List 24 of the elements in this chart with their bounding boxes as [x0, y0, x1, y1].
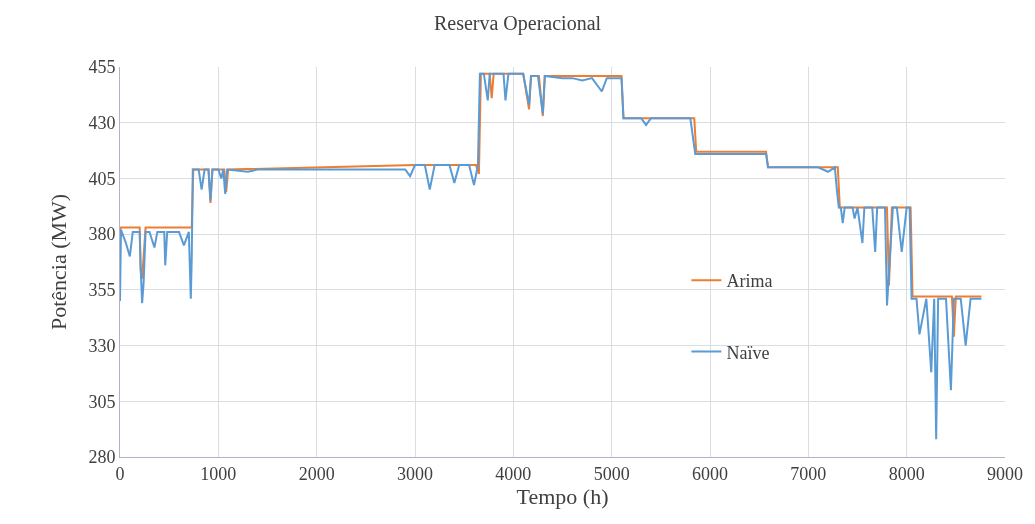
chart-title: Reserva Operacional [433, 11, 602, 35]
y-tick-label: 405 [88, 168, 116, 189]
x-tick-label: 5000 [593, 463, 630, 484]
x-axis-title: Tempo (h) [516, 483, 609, 509]
x-tick-label: 7000 [790, 463, 827, 484]
x-tick-label: 1000 [200, 463, 237, 484]
x-tick-label: 0 [115, 463, 125, 484]
x-tick-label: 8000 [888, 463, 925, 484]
x-tick-label: 2000 [298, 463, 335, 484]
legend-label: Arima [726, 271, 773, 292]
x-tick-label: 6000 [692, 463, 728, 484]
line-series [120, 72, 983, 441]
y-tick-label: 355 [88, 280, 116, 301]
x-tick-label: 9000 [987, 463, 1023, 484]
y-tick-label: 380 [88, 224, 116, 245]
y-tick-label: 330 [88, 335, 116, 356]
y-tick-label: 430 [88, 113, 116, 134]
legend-label: Naïve [726, 342, 770, 363]
x-tick-label: 4000 [495, 463, 532, 484]
y-tick-label: 280 [88, 447, 116, 468]
y-tick-label: 455 [88, 57, 116, 78]
x-tick-label: 3000 [397, 463, 433, 484]
y-axis-title: Potência (MW) [46, 193, 72, 331]
y-tick-label: 305 [88, 391, 116, 412]
